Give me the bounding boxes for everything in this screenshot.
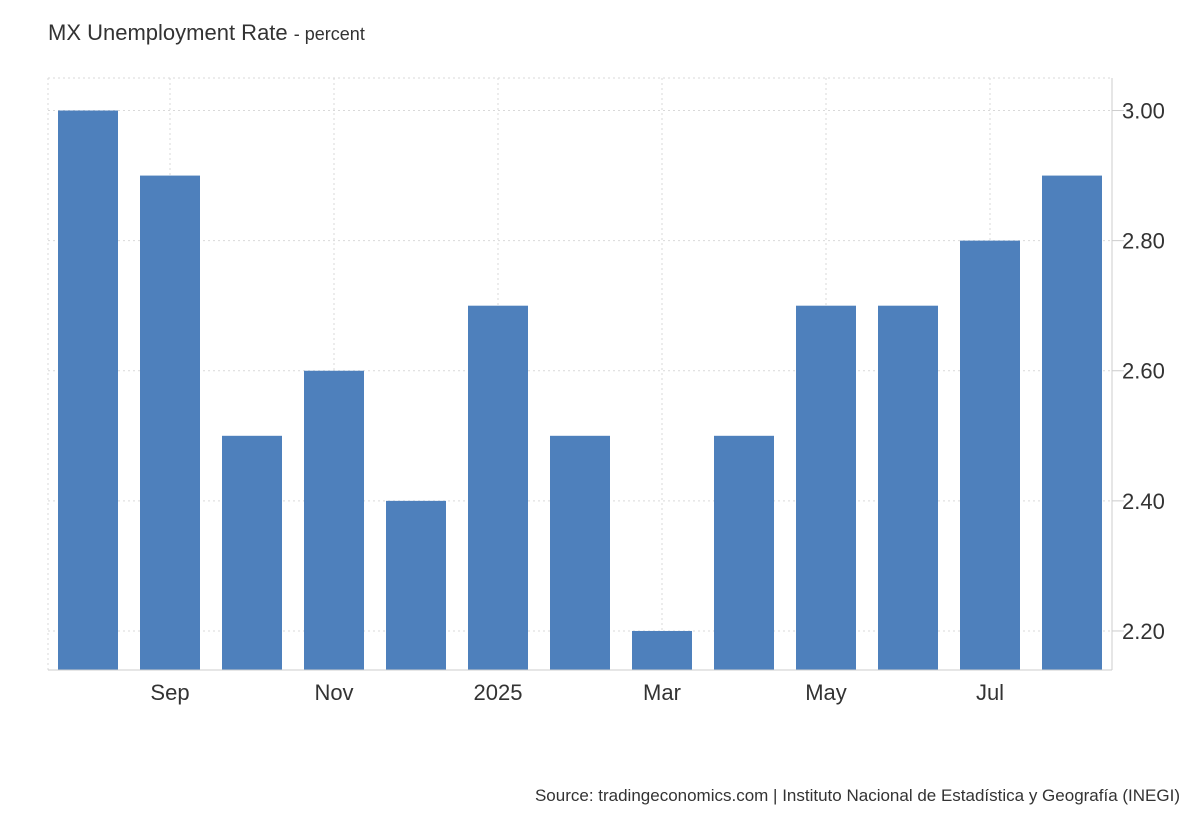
bar <box>550 435 610 670</box>
bar <box>304 370 364 670</box>
x-tick-label: Mar <box>643 680 681 705</box>
x-tick-label: 2025 <box>474 680 523 705</box>
bar <box>632 630 692 670</box>
bar <box>222 435 282 670</box>
bar <box>878 305 938 670</box>
y-tick-label: 2.20 <box>1122 619 1165 644</box>
bar <box>58 110 118 671</box>
chart-unit-label: - percent <box>293 24 365 44</box>
bar <box>468 305 528 670</box>
bar <box>140 175 200 671</box>
bar <box>1042 175 1102 671</box>
source-note: Source: tradingeconomics.com | Instituto… <box>534 786 1180 805</box>
chart-title: MX Unemployment Rate - percent <box>48 20 365 46</box>
bar <box>796 305 856 670</box>
x-tick-label: Nov <box>314 680 353 705</box>
chart-title-text: MX Unemployment Rate <box>48 20 288 45</box>
y-tick-label: 2.40 <box>1122 489 1165 514</box>
bar <box>386 500 446 670</box>
y-tick-label: 2.60 <box>1122 359 1165 384</box>
y-tick-label: 2.80 <box>1122 229 1165 254</box>
x-tick-label: Jul <box>976 680 1004 705</box>
y-tick-label: 3.00 <box>1122 99 1165 124</box>
bar <box>714 435 774 670</box>
x-tick-label: Sep <box>150 680 189 705</box>
x-tick-label: May <box>805 680 847 705</box>
bar <box>960 240 1020 670</box>
